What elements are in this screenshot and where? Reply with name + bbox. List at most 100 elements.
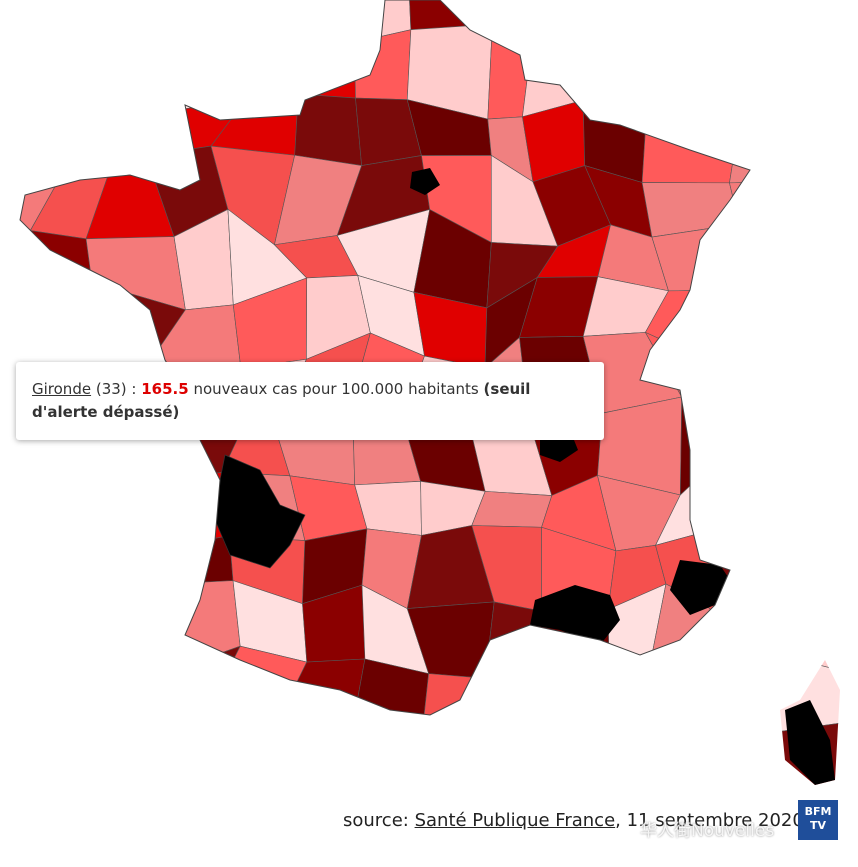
department[interactable] xyxy=(606,0,663,60)
department[interactable] xyxy=(152,535,234,585)
department[interactable] xyxy=(780,0,858,44)
department[interactable] xyxy=(679,396,721,496)
department[interactable] xyxy=(354,29,412,100)
department[interactable] xyxy=(835,270,858,360)
department[interactable] xyxy=(0,101,58,183)
department[interactable] xyxy=(89,712,166,792)
department[interactable] xyxy=(542,742,621,775)
department[interactable] xyxy=(827,518,858,606)
department[interactable] xyxy=(705,602,776,653)
department[interactable] xyxy=(164,645,241,714)
department[interactable] xyxy=(422,673,486,725)
department[interactable] xyxy=(28,521,123,609)
department[interactable] xyxy=(109,104,167,158)
department[interactable] xyxy=(271,0,366,43)
department[interactable] xyxy=(0,704,42,772)
department[interactable] xyxy=(152,580,241,669)
department[interactable] xyxy=(471,719,551,803)
department[interactable] xyxy=(719,32,792,94)
department[interactable] xyxy=(726,284,797,371)
department[interactable] xyxy=(40,643,113,727)
department[interactable] xyxy=(717,458,781,556)
department[interactable] xyxy=(610,727,671,784)
department[interactable] xyxy=(89,657,179,718)
department[interactable] xyxy=(768,588,858,678)
department[interactable] xyxy=(24,768,120,863)
department[interactable] xyxy=(780,38,847,109)
department[interactable] xyxy=(608,647,671,743)
department[interactable] xyxy=(641,182,740,238)
department[interactable] xyxy=(85,236,186,311)
department[interactable] xyxy=(410,168,440,195)
department[interactable] xyxy=(100,33,184,112)
department[interactable] xyxy=(785,700,835,785)
department[interactable] xyxy=(27,0,114,35)
department[interactable] xyxy=(236,32,299,101)
department[interactable] xyxy=(0,588,59,652)
department[interactable] xyxy=(120,478,173,551)
department[interactable] xyxy=(718,393,781,492)
department[interactable] xyxy=(483,0,546,37)
department[interactable] xyxy=(841,0,858,43)
department[interactable] xyxy=(532,0,618,60)
department[interactable] xyxy=(0,0,34,36)
department[interactable] xyxy=(350,724,426,780)
department[interactable] xyxy=(670,560,730,615)
department[interactable] xyxy=(483,649,553,744)
department[interactable] xyxy=(729,89,792,184)
department[interactable] xyxy=(158,0,239,58)
department-link[interactable]: Gironde xyxy=(32,380,92,398)
department[interactable] xyxy=(39,487,123,551)
department[interactable] xyxy=(212,767,301,867)
department[interactable] xyxy=(209,645,308,730)
department[interactable] xyxy=(209,705,275,800)
department[interactable] xyxy=(471,491,553,528)
department[interactable] xyxy=(522,35,608,118)
department[interactable] xyxy=(646,0,742,34)
department[interactable] xyxy=(408,0,493,31)
department[interactable] xyxy=(0,768,33,863)
department[interactable] xyxy=(766,89,846,186)
department[interactable] xyxy=(835,107,858,186)
department[interactable] xyxy=(837,588,858,678)
department[interactable] xyxy=(646,643,743,729)
department[interactable] xyxy=(542,647,612,743)
department[interactable] xyxy=(294,93,362,166)
department[interactable] xyxy=(100,0,184,45)
department[interactable] xyxy=(422,719,485,803)
department[interactable] xyxy=(271,32,356,99)
department[interactable] xyxy=(735,643,770,734)
department[interactable] xyxy=(33,282,111,350)
department[interactable] xyxy=(765,336,844,398)
department[interactable] xyxy=(841,31,858,121)
department[interactable] xyxy=(774,522,839,604)
department[interactable] xyxy=(97,779,167,863)
department[interactable] xyxy=(837,778,858,862)
department[interactable] xyxy=(56,104,115,183)
department[interactable] xyxy=(766,181,858,231)
source-link[interactable]: Santé Publique France xyxy=(414,810,616,831)
department[interactable] xyxy=(120,546,172,609)
department[interactable] xyxy=(837,719,858,800)
department[interactable] xyxy=(530,585,620,645)
department[interactable] xyxy=(719,0,793,40)
department[interactable] xyxy=(647,28,745,94)
department[interactable] xyxy=(777,485,856,556)
department[interactable] xyxy=(845,398,858,488)
department[interactable] xyxy=(0,486,55,528)
department[interactable] xyxy=(236,0,298,58)
department[interactable] xyxy=(765,393,856,492)
department[interactable] xyxy=(28,588,123,659)
department[interactable] xyxy=(854,653,858,721)
department[interactable] xyxy=(0,33,57,110)
department[interactable] xyxy=(835,349,858,432)
department[interactable] xyxy=(582,28,664,101)
department[interactable] xyxy=(0,283,52,362)
department[interactable] xyxy=(720,336,775,407)
department[interactable] xyxy=(726,223,797,291)
department[interactable] xyxy=(774,223,858,285)
department[interactable] xyxy=(269,728,368,799)
department[interactable] xyxy=(153,705,214,792)
department[interactable] xyxy=(111,584,179,669)
department[interactable] xyxy=(729,181,776,225)
